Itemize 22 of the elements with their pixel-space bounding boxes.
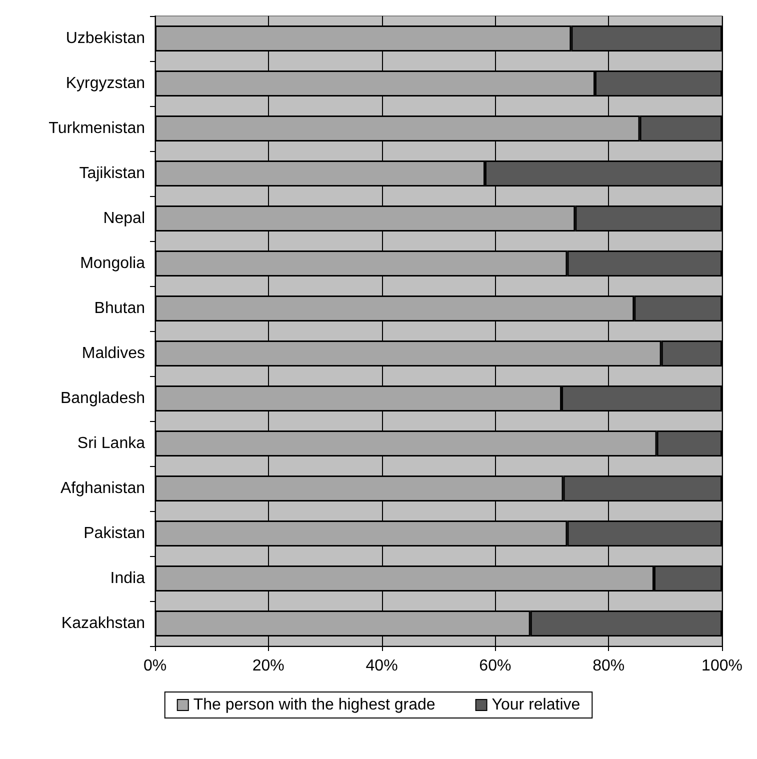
x-tick-label: 0% — [143, 658, 167, 674]
x-tick-label: 60% — [479, 658, 512, 674]
legend-label: The person with the highest grade — [193, 696, 436, 714]
x-tick-label: 40% — [366, 658, 398, 674]
y-tick-label: Turkmenistan — [48, 120, 145, 137]
y-tick-label: Kyrgyzstan — [66, 75, 145, 92]
legend-label: Your relative — [492, 696, 580, 714]
y-tick-label: Pakistan — [84, 525, 145, 542]
y-tick-label: India — [110, 570, 146, 587]
y-tick-label: Sri Lanka — [77, 435, 146, 452]
x-tick-label: 20% — [252, 658, 284, 674]
y-tick-label: Uzbekistan — [66, 30, 145, 47]
y-tick-label: Kazakhstan — [61, 615, 145, 632]
y-tick-label: Tajikistan — [79, 165, 145, 182]
y-tick-label: Afghanistan — [60, 480, 145, 497]
y-tick-label: Bangladesh — [60, 390, 145, 407]
y-tick-label: Maldives — [82, 345, 145, 362]
x-tick-label: 80% — [592, 658, 625, 674]
y-tick-label: Mongolia — [80, 255, 146, 272]
x-tick-label: 100% — [702, 658, 742, 674]
y-tick-label: Bhutan — [94, 300, 145, 317]
y-tick-label: Nepal — [103, 210, 145, 227]
